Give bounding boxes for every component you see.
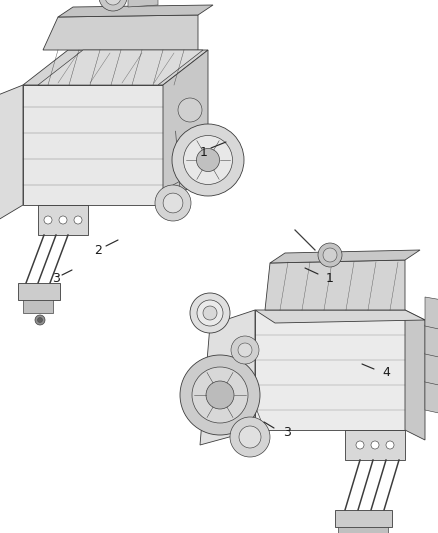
Circle shape: [99, 0, 127, 11]
Circle shape: [155, 185, 191, 221]
Polygon shape: [425, 353, 438, 387]
Circle shape: [206, 381, 234, 409]
Polygon shape: [43, 15, 198, 50]
Circle shape: [105, 0, 121, 5]
Circle shape: [231, 336, 259, 364]
Circle shape: [184, 135, 233, 184]
Circle shape: [356, 441, 364, 449]
Circle shape: [38, 318, 42, 322]
Circle shape: [238, 343, 252, 357]
Circle shape: [197, 300, 223, 326]
Polygon shape: [255, 310, 405, 430]
Polygon shape: [38, 50, 203, 85]
Circle shape: [74, 216, 82, 224]
Polygon shape: [18, 283, 60, 300]
Polygon shape: [23, 50, 208, 85]
Text: 4: 4: [382, 367, 390, 379]
Polygon shape: [255, 310, 425, 323]
Circle shape: [230, 417, 270, 457]
Polygon shape: [58, 5, 213, 17]
Text: 3: 3: [283, 425, 291, 439]
Circle shape: [180, 355, 260, 435]
Polygon shape: [425, 381, 438, 415]
Circle shape: [203, 306, 217, 320]
Circle shape: [59, 216, 67, 224]
Circle shape: [197, 149, 219, 172]
Polygon shape: [270, 250, 420, 263]
Polygon shape: [425, 297, 438, 331]
Text: 3: 3: [52, 271, 60, 285]
Text: 2: 2: [94, 244, 102, 256]
Polygon shape: [0, 85, 23, 220]
Circle shape: [192, 367, 248, 423]
Circle shape: [44, 216, 52, 224]
Circle shape: [190, 293, 230, 333]
Polygon shape: [405, 310, 425, 440]
Polygon shape: [128, 0, 158, 7]
Polygon shape: [265, 260, 405, 310]
Polygon shape: [23, 300, 53, 313]
Circle shape: [163, 193, 183, 213]
Circle shape: [318, 243, 342, 267]
Polygon shape: [200, 310, 255, 445]
Polygon shape: [335, 510, 392, 527]
Circle shape: [35, 315, 45, 325]
Polygon shape: [425, 325, 438, 359]
Circle shape: [239, 426, 261, 448]
Circle shape: [386, 441, 394, 449]
Polygon shape: [23, 85, 163, 205]
Circle shape: [323, 248, 337, 262]
Circle shape: [371, 441, 379, 449]
Text: 1: 1: [326, 271, 334, 285]
Text: 1: 1: [200, 146, 208, 158]
Polygon shape: [338, 527, 388, 533]
Polygon shape: [345, 430, 405, 460]
Polygon shape: [163, 50, 208, 205]
Circle shape: [178, 98, 202, 122]
Circle shape: [172, 124, 244, 196]
Polygon shape: [38, 205, 88, 235]
